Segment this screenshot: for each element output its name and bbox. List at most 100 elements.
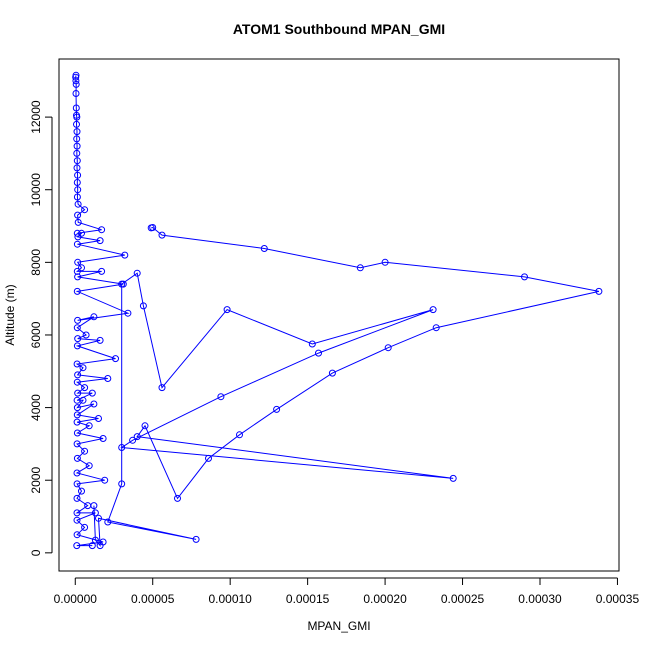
data-point [139,302,147,310]
data-point [73,542,81,550]
data-point [356,264,364,272]
data-point [90,502,98,510]
x-tick-label: 0.00010 [208,592,252,606]
data-point [141,422,149,430]
data-point [73,142,81,150]
data-point [133,433,141,441]
data-point [96,237,104,245]
data-point [81,206,89,214]
data-point [74,186,82,194]
data-point [315,349,322,357]
data-point [73,440,81,448]
data-point [73,429,81,437]
y-axis-label: Altitude (m) [3,284,17,345]
data-point [81,523,89,531]
data-point [72,73,80,81]
data-point [112,355,119,363]
data-point [98,226,106,234]
data-point [79,396,87,404]
data-point [149,224,157,231]
y-tick-label: 8000 [29,249,43,276]
data-point [73,157,81,165]
data-point [133,269,141,277]
data-point [223,306,231,314]
data-point [118,280,126,288]
data-point [74,316,82,324]
data-point [95,514,102,522]
data-point [384,344,392,352]
data-point [174,494,181,502]
data-point [273,405,281,413]
data-point [85,422,93,430]
data-point [73,378,81,386]
data-point [91,536,99,544]
x-tick-label: 0.00000 [54,592,98,606]
data-point [73,135,81,143]
data-point [72,77,80,85]
data-point [74,233,82,241]
data-point [72,104,80,112]
data-point [78,264,85,272]
data-point [88,542,96,550]
data-point [91,509,99,517]
data-point [118,480,126,488]
x-tick-label: 0.00030 [518,592,562,606]
data-point [73,324,81,332]
data-point [73,516,81,524]
data-point [432,324,440,332]
data-point [73,494,81,502]
data-point [158,384,166,392]
data-point [81,447,89,455]
data-point [96,336,104,344]
data-point [95,415,102,422]
data-point [73,360,81,368]
data-point [74,171,82,179]
x-axis: 0.00000 0.00005 0.00010 0.00015 0.00020 0.000… [54,577,640,606]
data-point [90,400,98,408]
data-point [521,273,528,281]
data-point [85,462,93,470]
data-point [104,518,112,526]
data-point [217,393,225,401]
data-point [74,273,82,281]
data-point [74,211,82,219]
data-point [429,306,437,314]
data-point [328,369,336,377]
data-point [78,229,85,237]
data-point [73,531,81,539]
data-point [73,287,81,295]
series-line [93,226,600,548]
data-point [73,404,81,412]
data-point [82,331,90,339]
data-point [73,229,81,237]
data-point [73,418,81,426]
data-point [79,364,87,372]
data-point [96,542,104,550]
x-tick-label: 0.00035 [596,592,640,606]
data-point [74,218,82,226]
data-point [99,435,107,442]
data-point [73,469,81,477]
data-point [72,90,80,97]
data-point [74,200,82,208]
x-axis-label: MPAN_GMI [307,619,370,633]
data-point [73,193,81,201]
data-point [98,267,106,275]
data-point [124,309,132,317]
data-point [118,444,126,451]
data-point [73,509,81,517]
data-point [73,164,81,172]
data-point [73,113,81,121]
x-tick-label: 0.00015 [286,592,330,606]
data-point [205,454,212,462]
series-layer [72,71,603,550]
y-tick-label: 2000 [29,467,43,494]
data-point [104,375,112,382]
data-point [308,340,316,348]
y-axis: 0 2000 4000 6000 8000 10000 12000 [29,100,53,556]
data-point [236,431,243,439]
x-tick-label: 0.00005 [131,592,175,606]
data-point [73,480,81,488]
y-tick-label: 12000 [29,100,43,134]
